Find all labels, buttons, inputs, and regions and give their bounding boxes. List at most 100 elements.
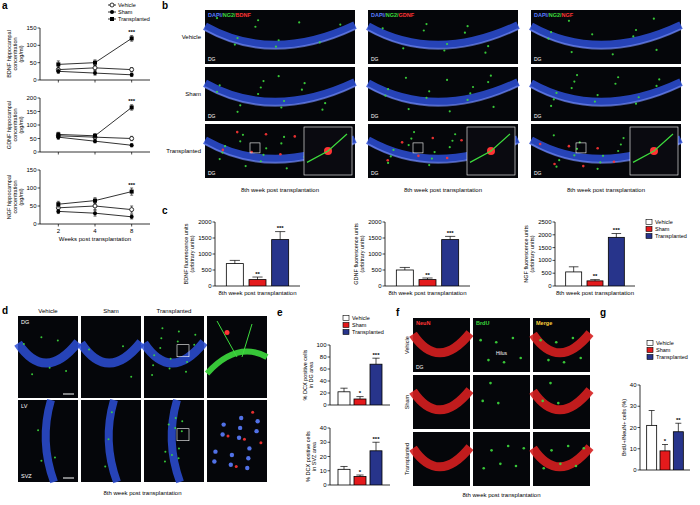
cell-signal — [280, 142, 282, 144]
x-tick — [131, 224, 132, 227]
cell-signal — [37, 429, 39, 431]
channel-label: Merge — [536, 320, 552, 326]
cell-process — [633, 134, 673, 162]
micrograph — [473, 375, 530, 429]
tissue-layer — [205, 29, 355, 49]
significance: ** — [255, 271, 260, 277]
micrograph — [368, 10, 518, 64]
bar — [249, 280, 266, 286]
legend-label: Sham — [655, 226, 670, 232]
cell-signal — [655, 85, 657, 87]
error-bar — [372, 358, 379, 364]
micrograph — [205, 124, 355, 178]
micrograph — [533, 375, 590, 429]
y-tick-label: 100 — [26, 122, 37, 128]
significance: *** — [447, 230, 455, 236]
line — [58, 107, 131, 135]
cell-signal — [555, 92, 557, 94]
y-tick-label: 10 — [320, 468, 327, 474]
y-tick-label: 0 — [33, 77, 37, 83]
cell-signal — [278, 75, 280, 77]
x-axis-label: 8th week post transplantation — [218, 290, 296, 296]
error-bar — [130, 36, 133, 42]
cell-signal — [280, 106, 282, 108]
channel-label: BrdU — [476, 320, 489, 326]
cell-signal — [251, 411, 254, 414]
cell-signal — [555, 341, 558, 344]
error-bar — [130, 188, 133, 195]
tissue-layer — [533, 333, 590, 353]
cell-signal — [255, 419, 259, 423]
cell-signal — [186, 361, 188, 363]
region-label: Hilus — [496, 350, 508, 356]
error-bar — [649, 411, 655, 426]
micrograph — [205, 10, 355, 64]
cell-signal — [550, 31, 552, 33]
cell-signal — [230, 453, 234, 457]
y-axis-label-line: (arbitrary units) — [189, 235, 195, 272]
cell-signal — [547, 38, 549, 40]
cell-signal — [446, 43, 448, 45]
cell-signal — [519, 357, 522, 360]
cell-signal — [194, 334, 196, 336]
error-bar — [130, 73, 133, 76]
cell-signal — [617, 76, 619, 78]
tissue-layer — [368, 25, 518, 45]
error-bar — [94, 210, 97, 216]
y-axis — [330, 345, 331, 405]
region-label: SVZ — [21, 473, 32, 479]
plot-area — [56, 105, 133, 148]
tissue-layer — [531, 29, 681, 49]
cell-signal — [575, 465, 578, 468]
point — [130, 36, 134, 40]
y-tick-label: 100 — [26, 185, 37, 191]
y-axis-label-line: in SVZ area — [311, 441, 317, 471]
cell-signal — [559, 463, 562, 466]
cell-signal — [227, 435, 230, 438]
cell-signal — [472, 86, 474, 88]
error-bar — [94, 65, 97, 71]
y-tick-label: 150 — [26, 109, 37, 115]
point — [56, 69, 60, 73]
cell-signal — [219, 84, 221, 86]
y-tick-label: 1000 — [198, 251, 212, 257]
micrograph — [413, 375, 470, 429]
cell-signal — [178, 331, 180, 333]
cell-signal — [239, 104, 241, 106]
plot-area — [56, 36, 133, 77]
point — [130, 215, 134, 219]
y-tick-label: 2000 — [538, 232, 552, 238]
error-bar — [130, 105, 133, 110]
cell-signal — [181, 420, 183, 422]
bar — [370, 364, 382, 405]
point — [56, 132, 60, 136]
cell-signal — [423, 29, 425, 31]
bar — [647, 425, 657, 470]
error-bar — [340, 466, 347, 469]
bar — [608, 237, 624, 286]
x-tick — [95, 152, 96, 155]
cell-signal — [512, 337, 515, 340]
significance: *** — [613, 227, 621, 233]
y-axis-label-line: (pg/ml) — [18, 116, 24, 133]
cell-signal — [655, 49, 657, 51]
micrograph — [368, 124, 518, 178]
column-label: Vehicle — [38, 308, 58, 314]
cell-signal — [408, 108, 410, 110]
error-bar — [130, 206, 133, 213]
cell-signal — [413, 131, 415, 133]
y-axis-label: NGF fluorescence units(arbitrary units) — [523, 225, 535, 283]
cell-signal — [185, 371, 187, 373]
cell-signal — [40, 460, 42, 462]
cell-signal — [632, 35, 634, 37]
cell-signal — [597, 168, 599, 170]
cell-signal — [467, 25, 469, 27]
y-axis — [40, 98, 41, 152]
point — [130, 137, 134, 141]
y-tick-label: 500 — [371, 267, 382, 273]
cell-signal — [402, 47, 404, 49]
cell-signal — [490, 75, 492, 77]
error-bar — [57, 61, 60, 68]
cell-signal — [239, 140, 241, 142]
y-axis — [40, 28, 41, 80]
